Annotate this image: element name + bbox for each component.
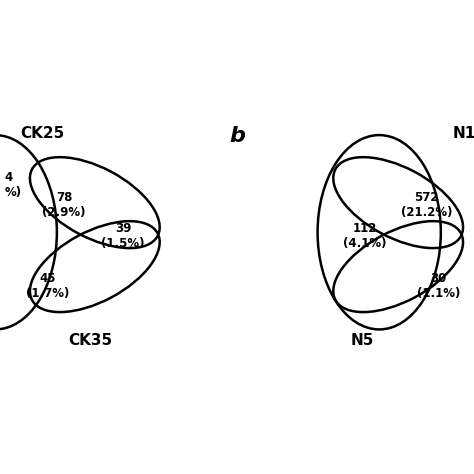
Text: CK25: CK25 bbox=[20, 126, 65, 141]
Text: 78
(2.9%): 78 (2.9%) bbox=[42, 191, 86, 219]
Text: N5: N5 bbox=[351, 333, 374, 348]
Text: 30
(1.1%): 30 (1.1%) bbox=[417, 272, 460, 300]
Text: 45
(1.7%): 45 (1.7%) bbox=[26, 272, 69, 300]
Text: N15: N15 bbox=[452, 126, 474, 141]
Text: 112
(4.1%): 112 (4.1%) bbox=[343, 222, 387, 250]
Text: 4
%): 4 %) bbox=[5, 171, 22, 199]
Text: 39
(1.5%): 39 (1.5%) bbox=[101, 222, 145, 250]
Text: b: b bbox=[229, 126, 245, 146]
Text: CK35: CK35 bbox=[68, 333, 112, 348]
Text: 572
(21.2%): 572 (21.2%) bbox=[401, 191, 452, 219]
